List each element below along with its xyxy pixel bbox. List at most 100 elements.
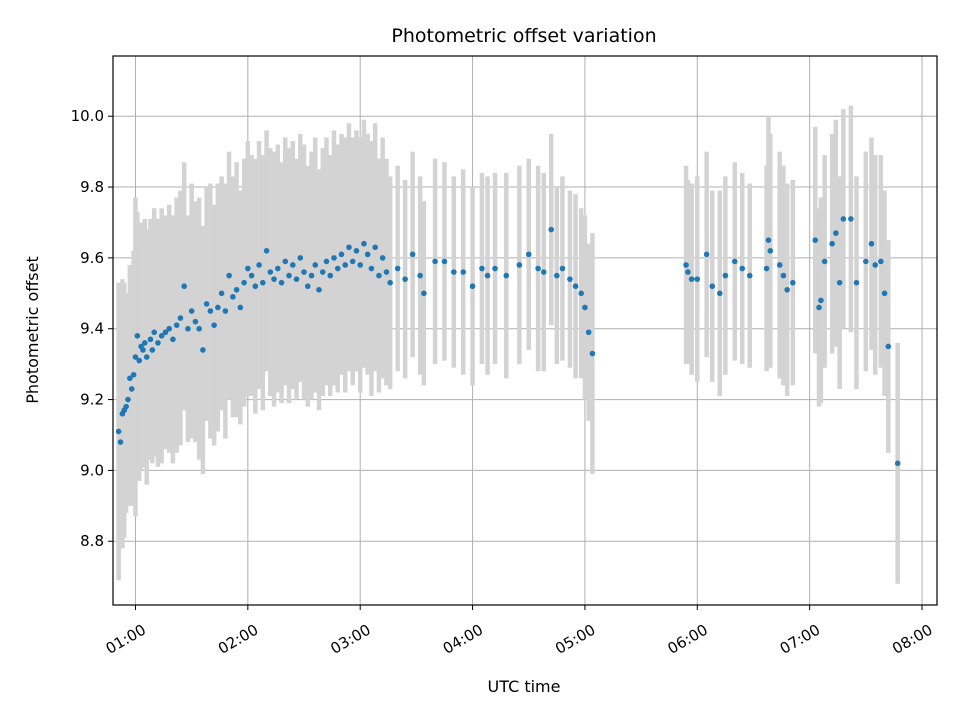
data-point xyxy=(349,258,356,265)
data-point xyxy=(334,265,341,272)
data-point xyxy=(327,272,334,279)
data-point xyxy=(582,304,588,311)
data-point xyxy=(211,322,217,328)
data-point xyxy=(245,265,251,272)
data-point xyxy=(130,371,137,378)
data-point xyxy=(267,269,274,275)
data-point xyxy=(372,244,378,251)
data-point xyxy=(746,272,753,279)
data-point xyxy=(143,354,150,360)
data-point xyxy=(237,304,244,311)
data-point xyxy=(685,269,691,275)
data-point xyxy=(848,216,854,222)
data-point xyxy=(185,325,191,332)
data-point xyxy=(567,276,573,282)
data-point xyxy=(540,269,547,275)
data-point xyxy=(123,403,129,410)
data-point xyxy=(731,258,738,265)
data-point xyxy=(151,329,157,336)
data-point xyxy=(188,308,195,314)
data-point xyxy=(683,262,689,268)
data-point xyxy=(115,428,122,435)
data-point xyxy=(441,258,448,265)
data-point xyxy=(765,237,772,243)
data-point xyxy=(278,279,285,286)
data-point xyxy=(572,283,579,290)
y-tick-label: 9.8 xyxy=(80,178,104,196)
data-point xyxy=(207,308,214,314)
data-point xyxy=(554,272,560,279)
data-point xyxy=(353,248,360,254)
data-point xyxy=(402,276,408,282)
data-point xyxy=(460,269,467,275)
data-point xyxy=(342,262,349,268)
y-axis: 8.8 9.0 9.2 9.4 9.6 9.8 10.0 xyxy=(71,107,113,550)
data-point xyxy=(252,283,259,290)
data-point xyxy=(694,276,701,282)
data-point xyxy=(323,258,330,265)
data-point xyxy=(885,343,892,350)
data-point xyxy=(128,386,135,392)
data-point xyxy=(173,322,180,328)
data-point xyxy=(812,237,819,243)
data-point xyxy=(361,240,367,247)
data-point xyxy=(215,304,221,311)
data-point xyxy=(703,251,710,258)
y-axis-label: Photometric offset xyxy=(23,256,42,404)
data-point xyxy=(790,279,796,286)
data-point xyxy=(142,340,148,346)
data-point xyxy=(260,279,266,286)
data-point xyxy=(394,265,401,272)
data-point xyxy=(868,240,875,247)
data-point xyxy=(241,279,247,286)
y-tick-label: 9.2 xyxy=(80,391,104,409)
data-point xyxy=(181,283,187,290)
data-point xyxy=(872,262,878,268)
data-point xyxy=(297,255,304,261)
data-point xyxy=(585,329,592,336)
data-points xyxy=(115,216,901,467)
data-point xyxy=(222,308,229,314)
data-point xyxy=(516,262,523,268)
data-point xyxy=(166,325,172,332)
data-point xyxy=(338,251,345,258)
data-point xyxy=(836,279,843,286)
data-point xyxy=(170,336,176,343)
chart-title: Photometric offset variation xyxy=(391,25,656,47)
data-point xyxy=(559,265,566,272)
data-point xyxy=(484,272,491,279)
data-point xyxy=(376,272,382,279)
data-point xyxy=(383,269,390,275)
data-point xyxy=(134,333,141,339)
data-point xyxy=(479,265,485,272)
data-point xyxy=(271,276,277,282)
data-point xyxy=(289,262,296,268)
data-point xyxy=(894,460,901,467)
data-point xyxy=(127,375,133,382)
data-point xyxy=(833,230,839,236)
y-tick-label: 9.4 xyxy=(80,320,104,338)
data-point xyxy=(226,272,232,279)
data-point xyxy=(304,283,311,290)
data-point xyxy=(421,290,427,297)
data-point xyxy=(140,347,146,353)
data-point xyxy=(275,265,281,272)
data-point xyxy=(132,354,139,360)
data-point xyxy=(863,258,869,265)
data-point xyxy=(548,226,555,233)
data-point xyxy=(739,265,746,272)
data-point xyxy=(688,276,695,282)
data-point xyxy=(263,248,270,254)
data-point xyxy=(881,290,888,297)
data-point xyxy=(331,255,337,261)
data-point xyxy=(218,290,225,297)
data-point xyxy=(200,347,206,353)
y-tick-label: 8.8 xyxy=(80,532,104,550)
data-point xyxy=(722,272,729,279)
data-point xyxy=(784,286,790,293)
data-point xyxy=(256,262,262,268)
data-point xyxy=(525,251,532,258)
data-point xyxy=(492,265,498,272)
plot-frame xyxy=(112,55,938,606)
